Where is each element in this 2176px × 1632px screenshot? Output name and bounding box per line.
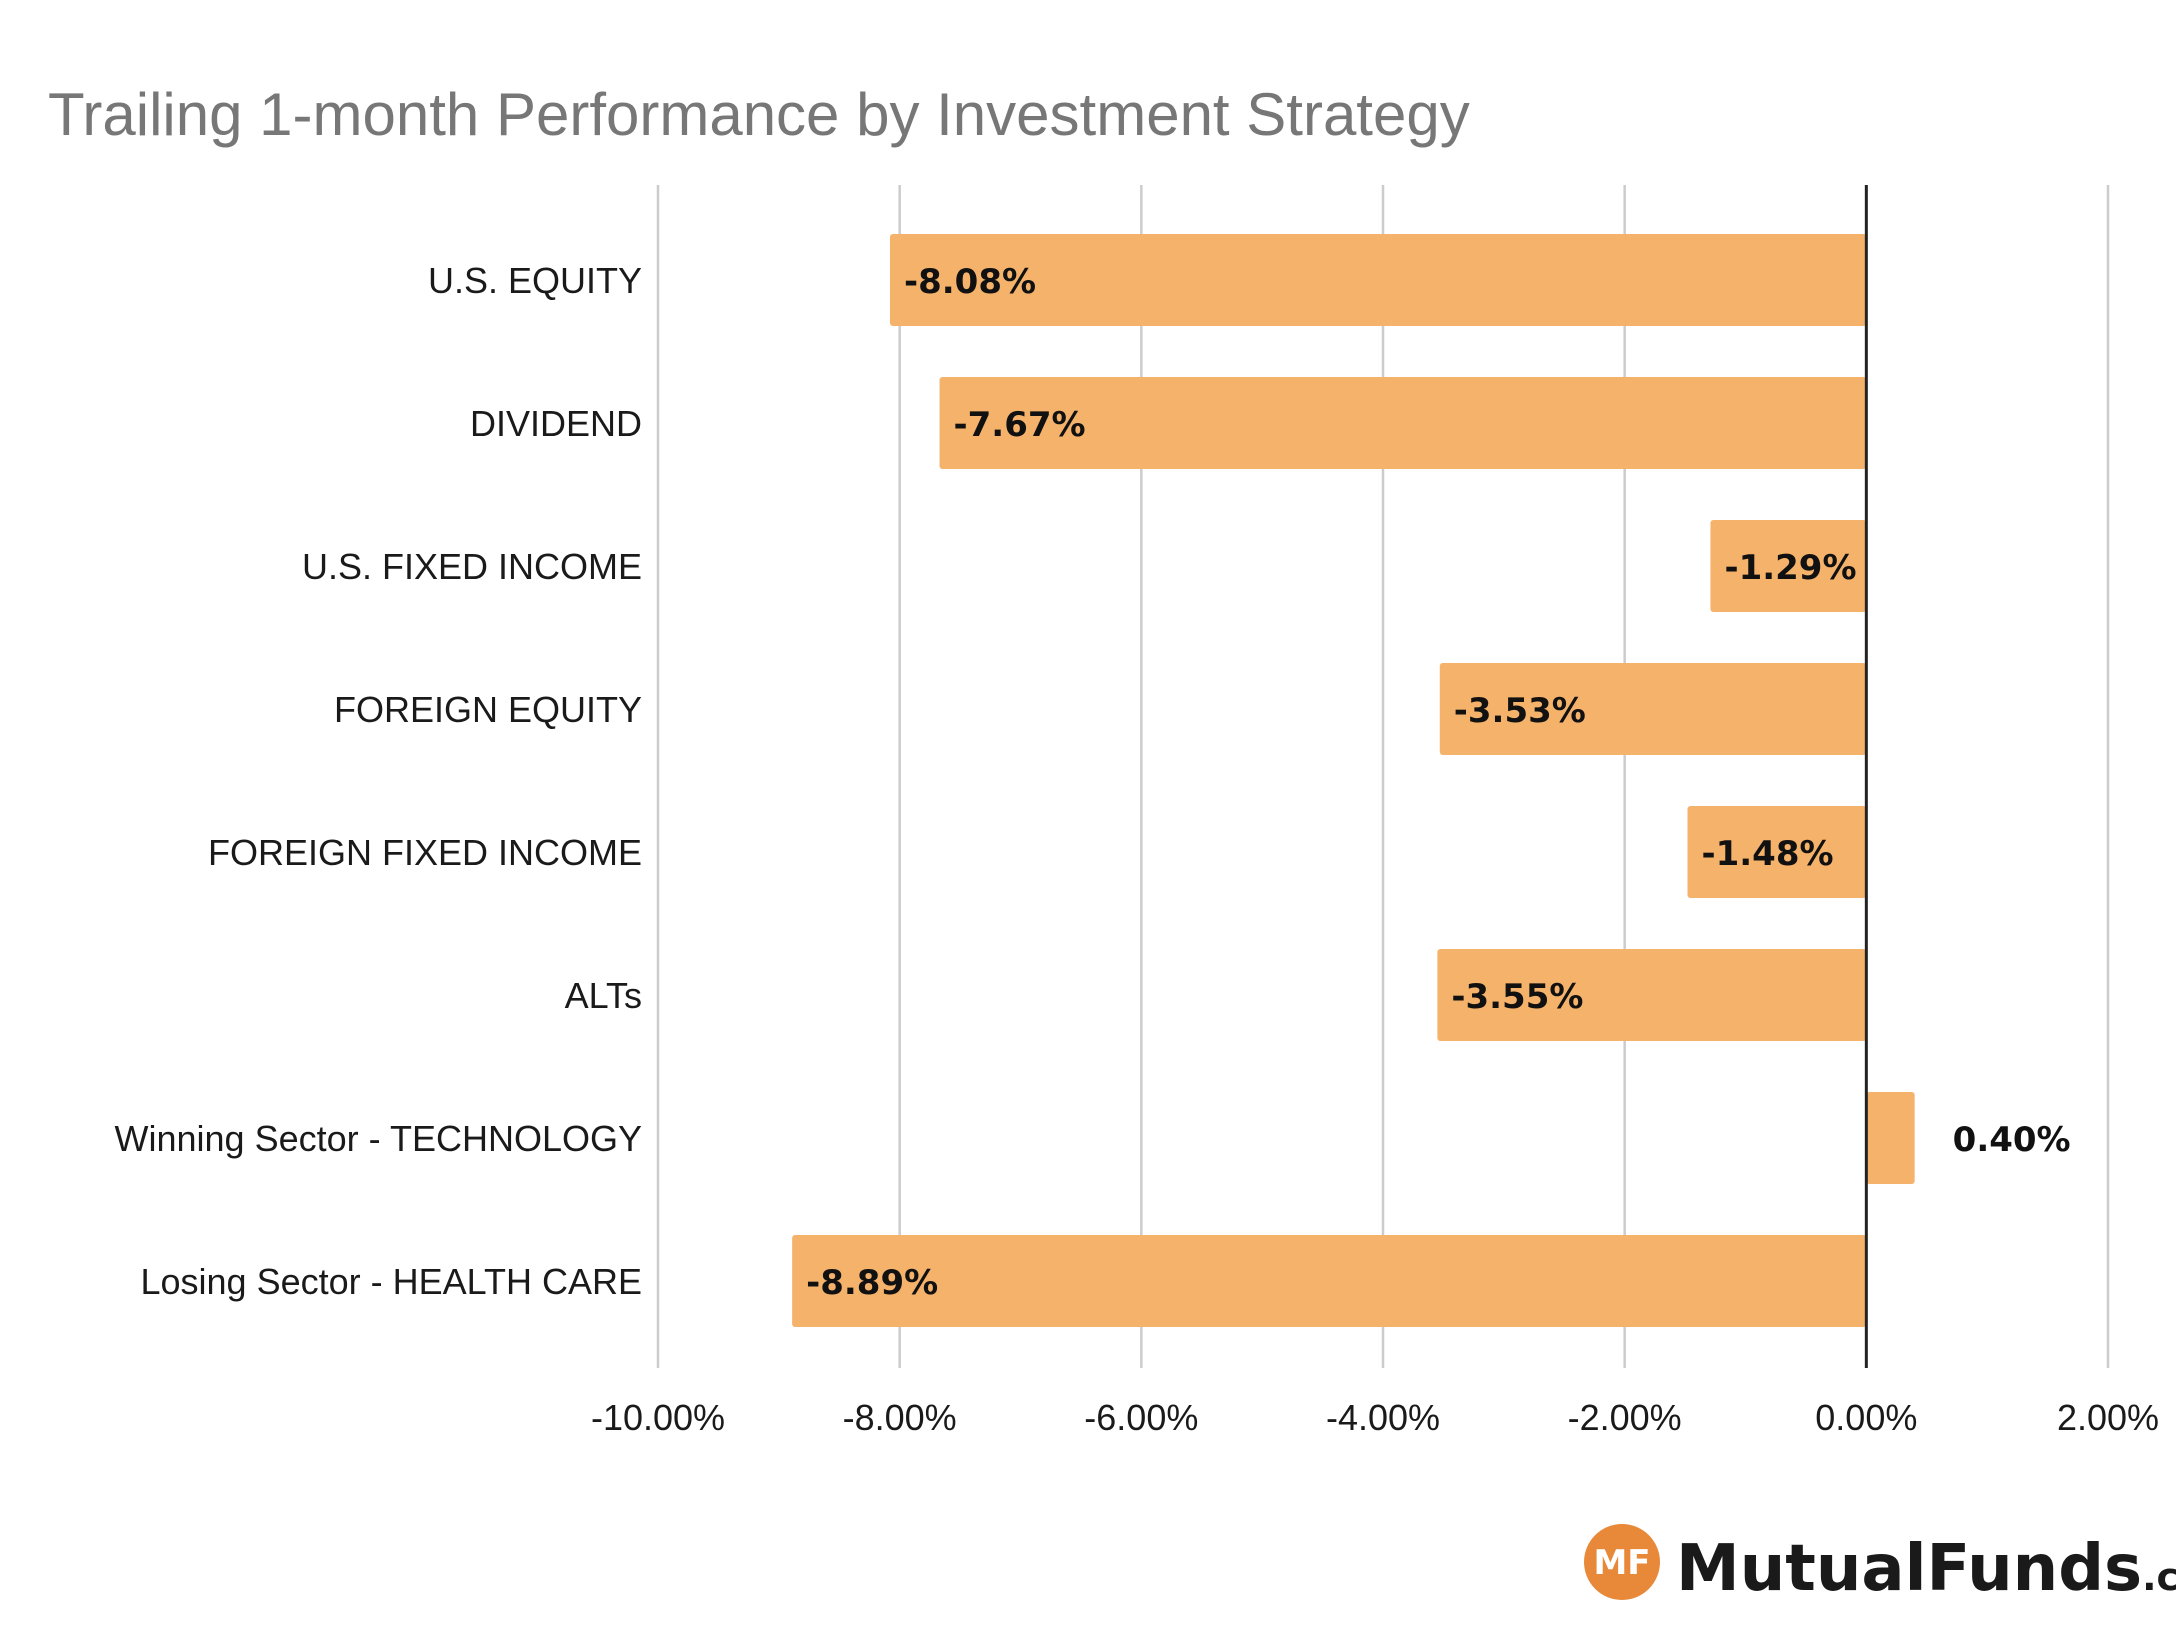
category-label: FOREIGN FIXED INCOME <box>208 832 642 873</box>
x-tick-label: -4.00% <box>1326 1397 1440 1438</box>
chart-title: Trailing 1-month Performance by Investme… <box>48 81 1470 148</box>
category-label: U.S. FIXED INCOME <box>302 546 642 587</box>
x-tick-labels: -10.00% -8.00% -6.00% -4.00% -2.00% 0.00% 2.00… <box>591 1397 2159 1438</box>
x-tick-label: -6.00% <box>1084 1397 1198 1438</box>
brand-logo-circle <box>1584 1524 1660 1600</box>
brand-suffix: .com <box>2142 1555 2176 1599</box>
data-label: -3.53% <box>1454 691 1586 731</box>
x-tick-label: -2.00% <box>1568 1397 1682 1438</box>
bars <box>792 234 1915 1327</box>
data-label: -1.48% <box>1702 834 1834 874</box>
category-label: Losing Sector - HEALTH CARE <box>140 1261 642 1302</box>
x-tick-label: -10.00% <box>591 1397 725 1438</box>
category-label: Winning Sector - TECHNOLOGY <box>115 1118 642 1159</box>
category-label: ALTs <box>565 975 642 1016</box>
bar <box>890 234 1867 326</box>
bar <box>792 1235 1867 1327</box>
bar <box>1710 520 1867 612</box>
data-label: -1.29% <box>1724 548 1856 588</box>
x-tick-label: 2.00% <box>2057 1397 2159 1438</box>
bar <box>939 377 1867 469</box>
x-tick-label: -8.00% <box>843 1397 957 1438</box>
brand-wordmark: MutualFunds.com <box>1676 1532 2176 1606</box>
x-tick-label: 0.00% <box>1815 1397 1917 1438</box>
data-label: -7.67% <box>954 405 1086 445</box>
bar <box>1687 806 1867 898</box>
data-label: 0.40% <box>1953 1120 2071 1160</box>
bar <box>1437 949 1867 1041</box>
bar <box>1866 1092 1915 1184</box>
category-label: FOREIGN EQUITY <box>334 689 642 730</box>
data-labels: -8.08% -7.67% -1.29% -3.53% -1.48% -3.55% 0.40… <box>806 262 2071 1303</box>
brand-logo: MF MutualFunds.com <box>1584 1524 2176 1606</box>
gridlines <box>656 185 2110 1368</box>
category-label: DIVIDEND <box>470 403 642 444</box>
bar <box>1439 663 1867 755</box>
data-label: -8.08% <box>904 262 1036 302</box>
data-label: -8.89% <box>806 1263 938 1303</box>
category-labels: U.S. EQUITY DIVIDEND U.S. FIXED INCOME FORE… <box>115 260 642 1302</box>
brand-name: MutualFunds <box>1676 1532 2142 1606</box>
category-label: U.S. EQUITY <box>428 260 642 301</box>
brand-monogram: MF <box>1593 1543 1650 1583</box>
data-label: -3.55% <box>1451 977 1583 1017</box>
